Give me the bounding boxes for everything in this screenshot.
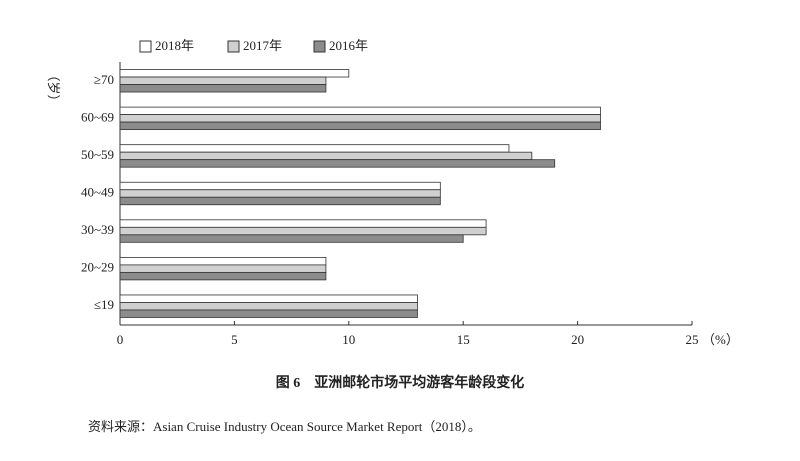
bar bbox=[119, 264, 327, 273]
bar bbox=[119, 302, 418, 311]
legend-label: 2016年 bbox=[329, 38, 368, 53]
bar bbox=[119, 76, 327, 85]
bar bbox=[119, 69, 350, 78]
y-tick-label: 60~69 bbox=[81, 109, 114, 124]
bar bbox=[119, 226, 487, 236]
bar bbox=[119, 294, 418, 303]
x-tick-label: 10 bbox=[342, 332, 355, 347]
y-tick-label: 20~29 bbox=[81, 260, 114, 275]
y-tick-label: 50~59 bbox=[81, 147, 114, 162]
bar bbox=[119, 189, 441, 198]
bar bbox=[119, 106, 601, 116]
chart-title: 图 6 亚洲邮轮市场平均游客年龄段变化 bbox=[276, 374, 525, 391]
x-tick-label: 0 bbox=[117, 332, 124, 347]
legend-swatch bbox=[227, 40, 240, 53]
bar bbox=[119, 234, 464, 243]
bar bbox=[119, 151, 533, 161]
bar bbox=[119, 144, 510, 153]
x-unit: （%） bbox=[702, 332, 739, 347]
legend-label: 2017年 bbox=[243, 38, 282, 53]
legend-label: 2018年 bbox=[155, 38, 194, 53]
y-tick-label: ≥70 bbox=[94, 72, 114, 87]
x-tick-label: 15 bbox=[457, 332, 470, 347]
bar bbox=[119, 256, 327, 266]
y-tick-label: ≤19 bbox=[94, 297, 114, 312]
bar bbox=[119, 271, 327, 281]
legend-swatch bbox=[313, 40, 326, 53]
x-tick-label: 25 bbox=[686, 332, 699, 347]
bar bbox=[119, 181, 441, 191]
x-tick-label: 5 bbox=[231, 332, 238, 347]
y-axis-label: （岁） bbox=[46, 68, 61, 107]
bar bbox=[119, 219, 487, 228]
legend-swatch bbox=[139, 40, 152, 53]
bar bbox=[119, 159, 556, 168]
bar bbox=[119, 121, 601, 131]
y-tick-label: 30~39 bbox=[81, 222, 114, 237]
y-tick-label: 40~49 bbox=[81, 184, 114, 199]
bar bbox=[119, 84, 327, 93]
source-note: 资料来源：Asian Cruise Industry Ocean Source … bbox=[88, 419, 481, 434]
bar bbox=[119, 114, 601, 123]
bar bbox=[119, 196, 441, 206]
x-tick-label: 20 bbox=[571, 332, 584, 347]
bar bbox=[119, 309, 418, 318]
